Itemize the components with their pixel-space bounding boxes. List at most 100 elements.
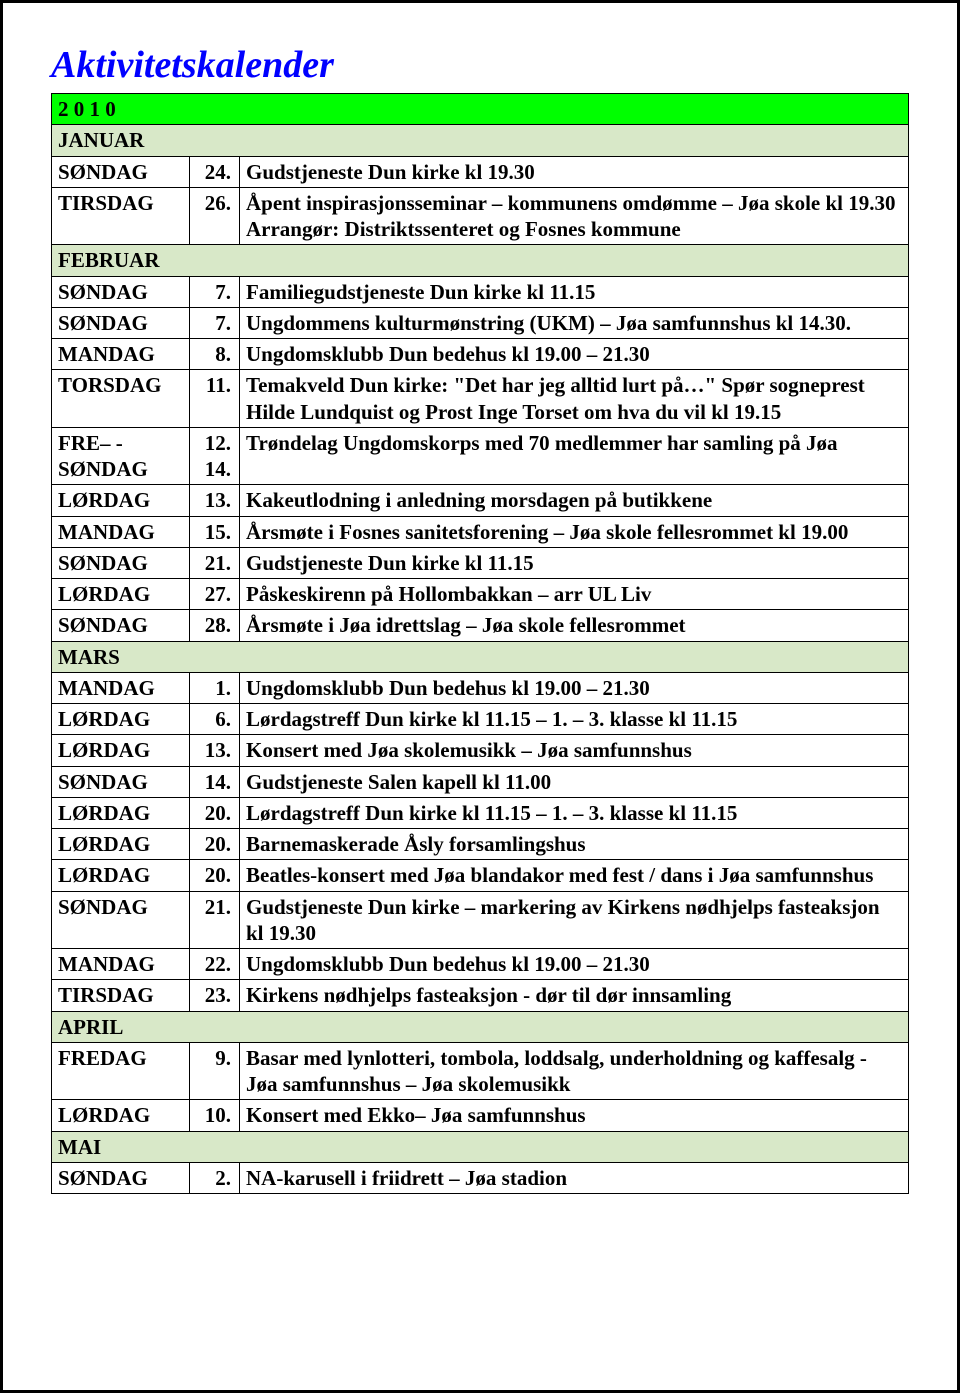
date-cell: 2. <box>190 1162 240 1193</box>
desc-cell: Kakeutlodning i anledning morsdagen på b… <box>240 485 909 516</box>
day-cell: SØNDAG <box>52 1162 190 1193</box>
day-cell: FRE– - SØNDAG <box>52 427 190 485</box>
table-row: SØNDAG14.Gudstjeneste Salen kapell kl 11… <box>52 766 909 797</box>
day-cell: LØRDAG <box>52 1100 190 1131</box>
date-cell: 20. <box>190 797 240 828</box>
month-row: APRIL <box>52 1011 909 1042</box>
date-cell: 13. <box>190 735 240 766</box>
desc-cell: Årsmøte i Fosnes sanitetsforening – Jøa … <box>240 516 909 547</box>
desc-cell: Åpent inspirasjonsseminar – kommunens om… <box>240 187 909 245</box>
table-row: SØNDAG21.Gudstjeneste Dun kirke kl 11.15 <box>52 547 909 578</box>
month-label: MAI <box>52 1131 909 1162</box>
date-cell: 10. <box>190 1100 240 1131</box>
date-cell: 7. <box>190 307 240 338</box>
day-cell: MANDAG <box>52 672 190 703</box>
date-cell: 21. <box>190 547 240 578</box>
table-row: LØRDAG27.Påskeskirenn på Hollombakkan – … <box>52 579 909 610</box>
day-cell: LØRDAG <box>52 797 190 828</box>
day-cell: LØRDAG <box>52 579 190 610</box>
table-row: MANDAG1.Ungdomsklubb Dun bedehus kl 19.0… <box>52 672 909 703</box>
table-row: MANDAG8.Ungdomsklubb Dun bedehus kl 19.0… <box>52 339 909 370</box>
table-row: MANDAG15.Årsmøte i Fosnes sanitetsforeni… <box>52 516 909 547</box>
table-row: MANDAG22.Ungdomsklubb Dun bedehus kl 19.… <box>52 949 909 980</box>
month-row: MAI <box>52 1131 909 1162</box>
desc-cell: Gudstjeneste Dun kirke kl 19.30 <box>240 156 909 187</box>
table-row: LØRDAG20.Barnemaskerade Åsly forsamlings… <box>52 829 909 860</box>
day-cell: LØRDAG <box>52 485 190 516</box>
date-cell: 20. <box>190 860 240 891</box>
month-label: MARS <box>52 641 909 672</box>
table-row: SØNDAG7.Ungdommens kulturmønstring (UKM)… <box>52 307 909 338</box>
table-row: LØRDAG6.Lørdagstreff Dun kirke kl 11.15 … <box>52 704 909 735</box>
day-cell: MANDAG <box>52 339 190 370</box>
day-cell: FREDAG <box>52 1042 190 1100</box>
table-row: TORSDAG11.Temakveld Dun kirke: "Det har … <box>52 370 909 428</box>
desc-cell: NA-karusell i friidrett – Jøa stadion <box>240 1162 909 1193</box>
table-row: TIRSDAG23.Kirkens nødhjelps fasteaksjon … <box>52 980 909 1011</box>
date-cell: 21. <box>190 891 240 949</box>
date-cell: 12. 14. <box>190 427 240 485</box>
desc-cell: Ungdomsklubb Dun bedehus kl 19.00 – 21.3… <box>240 672 909 703</box>
day-cell: SØNDAG <box>52 307 190 338</box>
date-cell: 7. <box>190 276 240 307</box>
month-row: MARS <box>52 641 909 672</box>
month-label: APRIL <box>52 1011 909 1042</box>
table-row: LØRDAG13.Kakeutlodning i anledning morsd… <box>52 485 909 516</box>
page-title: Aktivitetskalender <box>51 43 909 87</box>
date-cell: 11. <box>190 370 240 428</box>
desc-cell: Ungdomsklubb Dun bedehus kl 19.00 – 21.3… <box>240 339 909 370</box>
desc-cell: Gudstjeneste Salen kapell kl 11.00 <box>240 766 909 797</box>
month-row: JANUAR <box>52 125 909 156</box>
desc-cell: Ungdomsklubb Dun bedehus kl 19.00 – 21.3… <box>240 949 909 980</box>
date-cell: 28. <box>190 610 240 641</box>
date-cell: 20. <box>190 829 240 860</box>
date-cell: 14. <box>190 766 240 797</box>
date-cell: 8. <box>190 339 240 370</box>
desc-cell: Basar med lynlotteri, tombola, loddsalg,… <box>240 1042 909 1100</box>
day-cell: LØRDAG <box>52 735 190 766</box>
year-label: 2 0 1 0 <box>52 94 909 125</box>
table-row: SØNDAG24.Gudstjeneste Dun kirke kl 19.30 <box>52 156 909 187</box>
day-cell: TIRSDAG <box>52 187 190 245</box>
date-cell: 26. <box>190 187 240 245</box>
table-row: LØRDAG20.Beatles-konsert med Jøa blandak… <box>52 860 909 891</box>
table-row: LØRDAG10.Konsert med Ekko– Jøa samfunnsh… <box>52 1100 909 1131</box>
date-cell: 9. <box>190 1042 240 1100</box>
day-cell: SØNDAG <box>52 610 190 641</box>
date-cell: 23. <box>190 980 240 1011</box>
day-cell: SØNDAG <box>52 766 190 797</box>
month-row: FEBRUAR <box>52 245 909 276</box>
day-cell: MANDAG <box>52 516 190 547</box>
date-cell: 22. <box>190 949 240 980</box>
day-cell: TORSDAG <box>52 370 190 428</box>
date-cell: 6. <box>190 704 240 735</box>
desc-cell: Temakveld Dun kirke: "Det har jeg alltid… <box>240 370 909 428</box>
calendar-table: 2 0 1 0JANUARSØNDAG24.Gudstjeneste Dun k… <box>51 93 909 1194</box>
table-row: SØNDAG21.Gudstjeneste Dun kirke – marker… <box>52 891 909 949</box>
table-row: LØRDAG20.Lørdagstreff Dun kirke kl 11.15… <box>52 797 909 828</box>
year-row: 2 0 1 0 <box>52 94 909 125</box>
day-cell: MANDAG <box>52 949 190 980</box>
table-row: FREDAG9.Basar med lynlotteri, tombola, l… <box>52 1042 909 1100</box>
day-cell: SØNDAG <box>52 156 190 187</box>
desc-cell: Lørdagstreff Dun kirke kl 11.15 – 1. – 3… <box>240 704 909 735</box>
desc-cell: Kirkens nødhjelps fasteaksjon - dør til … <box>240 980 909 1011</box>
month-label: FEBRUAR <box>52 245 909 276</box>
desc-cell: Årsmøte i Jøa idrettslag – Jøa skole fel… <box>240 610 909 641</box>
date-cell: 27. <box>190 579 240 610</box>
desc-cell: Ungdommens kulturmønstring (UKM) – Jøa s… <box>240 307 909 338</box>
table-row: SØNDAG2.NA-karusell i friidrett – Jøa st… <box>52 1162 909 1193</box>
day-cell: SØNDAG <box>52 547 190 578</box>
desc-cell: Påskeskirenn på Hollombakkan – arr UL Li… <box>240 579 909 610</box>
desc-cell: Familiegudstjeneste Dun kirke kl 11.15 <box>240 276 909 307</box>
table-row: SØNDAG28.Årsmøte i Jøa idrettslag – Jøa … <box>52 610 909 641</box>
desc-cell: Lørdagstreff Dun kirke kl 11.15 – 1. – 3… <box>240 797 909 828</box>
month-label: JANUAR <box>52 125 909 156</box>
date-cell: 13. <box>190 485 240 516</box>
desc-cell: Barnemaskerade Åsly forsamlingshus <box>240 829 909 860</box>
desc-cell: Trøndelag Ungdomskorps med 70 medlemmer … <box>240 427 909 485</box>
table-row: SØNDAG7.Familiegudstjeneste Dun kirke kl… <box>52 276 909 307</box>
day-cell: LØRDAG <box>52 704 190 735</box>
page: Aktivitetskalender 2 0 1 0JANUARSØNDAG24… <box>0 0 960 1393</box>
day-cell: SØNDAG <box>52 276 190 307</box>
